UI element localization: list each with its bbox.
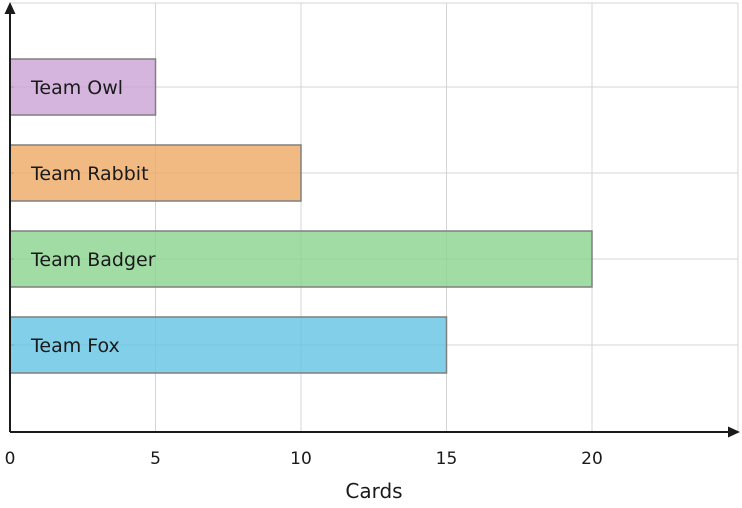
- bar-label: Team Fox: [30, 335, 120, 357]
- x-tick-label: 10: [290, 449, 312, 469]
- bar-team-fox: [9, 316, 448, 374]
- bar-label: Team Owl: [30, 77, 123, 99]
- bar-team-badger: [9, 230, 593, 288]
- bars: Team Fox Team Badger Team Rabbit Team Owl: [9, 58, 593, 374]
- bar-team-rabbit: [9, 144, 302, 202]
- x-tick-label: 0: [5, 449, 16, 469]
- x-tick-labels: 0 5 10 15 20: [5, 449, 603, 469]
- bar-label: Team Rabbit: [30, 163, 149, 185]
- bar-label: Team Badger: [30, 249, 156, 271]
- x-tick-label: 5: [150, 449, 161, 469]
- x-axis-arrow: [728, 426, 740, 438]
- axes: [4, 2, 740, 438]
- x-tick-label: 20: [581, 449, 603, 469]
- x-axis-title: Cards: [345, 479, 402, 503]
- bar-team-owl: [9, 58, 157, 116]
- x-tick-label: 15: [436, 449, 458, 469]
- y-axis-arrow: [4, 2, 16, 14]
